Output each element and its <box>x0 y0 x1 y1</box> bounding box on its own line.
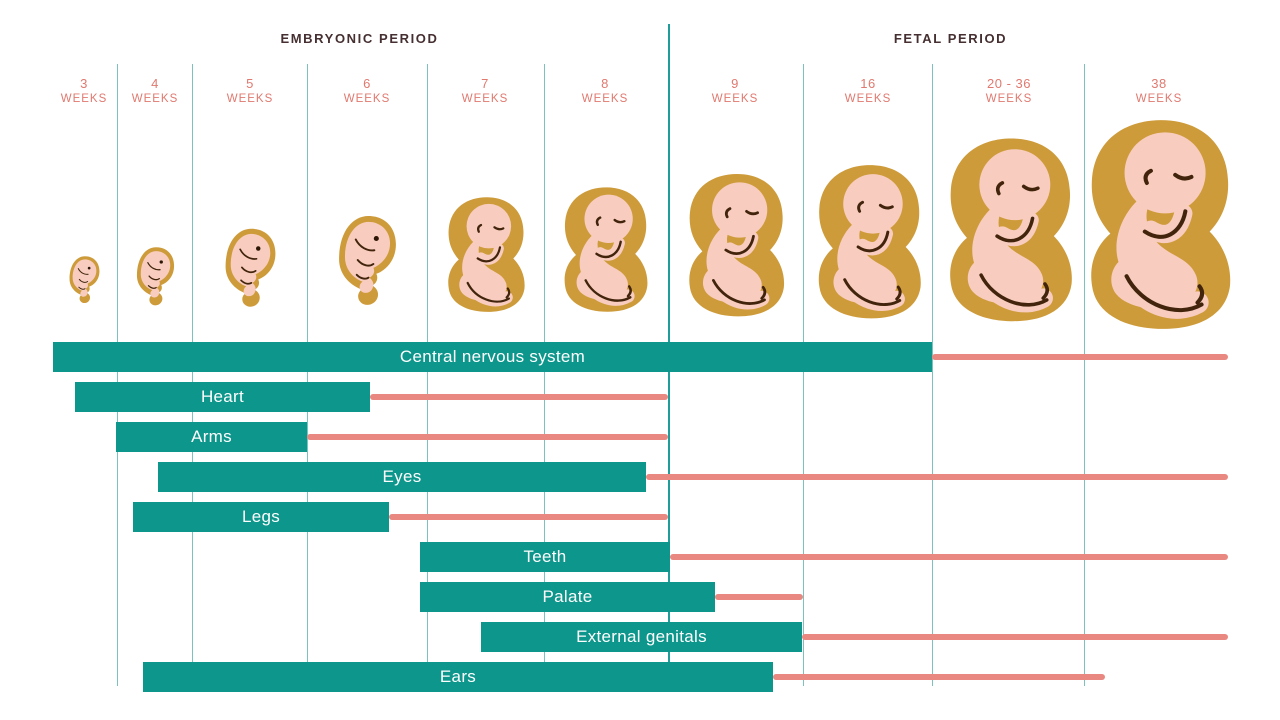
bar-label: Ears <box>439 667 477 686</box>
fetus-icon <box>812 162 925 320</box>
week-label: 3 WEEKS <box>61 77 108 106</box>
development-bar: Central nervous system <box>53 342 932 372</box>
continuation-line <box>307 434 668 440</box>
bar-label: Heart <box>200 387 245 406</box>
bar-label: Palate <box>542 587 593 606</box>
weeks-word: WEEKS <box>131 93 179 105</box>
development-bar: Palate <box>420 582 715 612</box>
embryo-illustration <box>68 255 101 307</box>
column-grid-line <box>931 64 933 686</box>
continuation-line <box>932 354 1228 360</box>
development-bar: Arms <box>116 422 307 452</box>
fetus-illustration <box>1082 116 1236 331</box>
weeks-word: WEEKS <box>226 93 274 105</box>
weeks-word: WEEKS <box>581 93 629 105</box>
fetus-icon <box>443 195 528 313</box>
week-label: 6 WEEKS <box>344 77 391 106</box>
week-number: 8 <box>601 76 609 91</box>
continuation-line <box>802 634 1228 640</box>
bar-label: External genitals <box>576 627 707 646</box>
bar-label: Central nervous system <box>399 347 586 366</box>
bar-label: Arms <box>191 427 232 446</box>
week-label: 38 WEEKS <box>1136 77 1183 106</box>
fetus-icon <box>683 171 788 318</box>
fetus-illustration <box>443 195 528 313</box>
week-label: 4 WEEKS <box>132 77 179 106</box>
fetus-illustration <box>559 185 651 313</box>
weeks-word: WEEKS <box>711 93 759 105</box>
fetus-icon <box>559 185 651 313</box>
bar-label: Legs <box>241 507 281 526</box>
fetus-icon <box>1082 116 1236 331</box>
development-bar: Teeth <box>420 542 670 572</box>
fetus-illustration <box>812 162 925 320</box>
column-grid-line <box>116 64 118 686</box>
development-bar: Legs <box>133 502 389 532</box>
bar-label: Eyes <box>382 467 422 486</box>
week-number: 9 <box>731 76 739 91</box>
week-number: 20 - 36 <box>987 76 1031 91</box>
continuation-line <box>646 474 1228 480</box>
embryo-illustration <box>135 246 176 310</box>
continuation-line <box>773 674 1105 680</box>
continuation-line <box>389 514 668 520</box>
week-number: 7 <box>481 76 489 91</box>
weeks-word: WEEKS <box>1135 93 1183 105</box>
week-number: 4 <box>151 76 159 91</box>
fetus-illustration <box>942 135 1077 323</box>
fetus-icon <box>942 135 1077 323</box>
weeks-word: WEEKS <box>461 93 509 105</box>
development-bar: Ears <box>143 662 773 692</box>
fetus-illustration <box>683 171 788 318</box>
embryo-icon <box>135 246 175 307</box>
week-number: 16 <box>860 76 876 91</box>
week-label: 20 - 36 WEEKS <box>986 77 1033 106</box>
embryo-illustration <box>336 214 399 312</box>
period-label-embryonic: EMBRYONIC PERIOD <box>280 31 439 46</box>
week-number: 6 <box>363 76 371 91</box>
week-number: 3 <box>80 76 88 91</box>
column-grid-line <box>802 64 804 686</box>
continuation-line <box>670 554 1228 560</box>
column-grid-line <box>543 64 545 686</box>
column-grid-line <box>306 64 308 686</box>
weeks-word: WEEKS <box>343 93 391 105</box>
weeks-word: WEEKS <box>60 93 108 105</box>
development-bar: External genitals <box>481 622 802 652</box>
column-grid-line <box>426 64 428 686</box>
bar-label: Teeth <box>523 547 567 566</box>
column-grid-line <box>1083 64 1085 686</box>
continuation-line <box>715 594 803 600</box>
week-number: 38 <box>1151 76 1167 91</box>
week-label: 8 WEEKS <box>582 77 629 106</box>
embryo-illustration <box>223 227 278 313</box>
development-bar: Heart <box>75 382 370 412</box>
continuation-line <box>370 394 668 400</box>
embryo-icon <box>68 255 100 304</box>
week-label: 16 WEEKS <box>845 77 892 106</box>
week-label: 9 WEEKS <box>712 77 759 106</box>
week-number: 5 <box>246 76 254 91</box>
development-bar: Eyes <box>158 462 646 492</box>
weeks-word: WEEKS <box>985 93 1033 105</box>
embryo-icon <box>337 214 397 306</box>
embryo-icon <box>224 227 276 308</box>
week-label: 5 WEEKS <box>227 77 274 106</box>
period-label-fetal: FETAL PERIOD <box>893 31 1008 46</box>
week-label: 7 WEEKS <box>462 77 509 106</box>
weeks-word: WEEKS <box>844 93 892 105</box>
column-grid-line <box>191 64 193 686</box>
